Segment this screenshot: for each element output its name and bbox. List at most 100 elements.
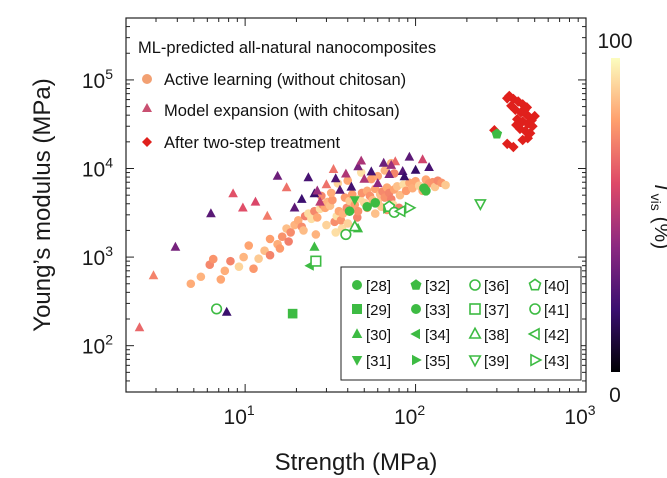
reference-legend-marker [410,328,420,340]
model-expansion-point [312,185,323,195]
model-expansion-point [328,164,339,173]
x-tick-base: 10 [224,406,247,429]
active-learning-point [216,275,226,284]
reference-legend-label: [36] [484,278,509,295]
reference-legend-marker [527,327,540,341]
model-expansion-point [228,188,238,198]
active-learning-point [328,195,337,205]
x-tick-exp: 2 [417,402,425,418]
two-step-treatment-point [506,100,517,112]
reference-legend-marker [528,278,542,291]
reference-point [491,128,503,139]
reference-legend-label: [28] [366,278,391,295]
reference-legend-marker [351,328,363,338]
active-learning-point [352,213,362,222]
model-expansion-point [366,166,377,176]
x-tick-exp: 1 [247,402,255,418]
plot-frame [125,17,587,393]
reference-point [344,206,355,216]
reference-legend-label: [37] [484,302,509,319]
series-two-step-treatment [489,90,540,153]
active-learning-point [343,219,353,228]
active-learning-point [353,206,363,216]
active-learning-point [336,216,346,225]
y-tick-label: 103 [82,243,113,270]
reference-legend-marker [530,353,543,367]
reference-legend-label: [39] [484,353,509,370]
two-step-treatment-point [519,105,530,116]
model-expansion-point [315,196,325,206]
active-learning-point [395,190,405,200]
y-tick-exp: 5 [105,66,113,82]
two-step-treatment-point [529,110,540,122]
active-learning-point [408,183,417,193]
active-learning-point [265,250,275,260]
y-tick-base: 10 [82,159,105,182]
active-learning-point [331,228,341,237]
x-tick-base: 10 [564,406,587,429]
active-learning-point [299,226,308,235]
x-tick-exp: 3 [588,402,596,418]
active-learning-point [312,213,322,222]
model-expansion-point [321,179,332,189]
model-expansion-point [397,166,408,175]
model-expansion-point [404,151,415,161]
model-expansion-point [330,173,341,183]
model-expansion-point [399,171,410,181]
active-learning-point [208,254,218,264]
y-tick-base: 10 [82,247,105,270]
model-expansion-point [281,182,292,192]
active-learning-point [275,244,285,253]
model-expansion-point [341,168,351,178]
active-learning-point [196,272,206,282]
active-learning-point [286,228,295,237]
two-step-treatment-point [526,115,537,126]
active-learning-point [277,232,287,241]
colorbar-title-var: T [650,181,667,196]
reference-point [362,201,372,212]
reference-point [473,199,487,211]
active-learning-point [326,188,336,198]
reference-legend-marker [411,304,421,314]
colorbar-min-label: 0 [609,384,621,407]
reference-legend-marker [412,354,422,366]
two-step-treatment-point [502,138,513,150]
reference-point [370,198,381,208]
legend-label-active-learning: Active learning (without chitosan) [164,71,406,89]
model-expansion-point [359,173,370,183]
model-expansion-point [417,154,428,164]
y-tick-label: 104 [82,155,113,182]
reference-point [421,186,431,196]
active-learning-point [401,186,411,196]
model-expansion-point [335,184,345,194]
y-tick-label: 102 [82,332,113,359]
active-learning-point [226,256,235,266]
reference-legend-marker [352,280,362,290]
reference-legend-marker [468,355,482,368]
reference-legend-label: [38] [484,327,509,344]
reference-point [310,255,322,267]
reference-legend-marker [529,303,541,315]
active-learning-point [293,216,303,225]
reference-legend-marker [352,304,362,314]
two-step-treatment-point [508,141,519,153]
colorbar [611,58,620,372]
model-expansion-point [297,193,307,203]
active-learning-point [356,168,366,177]
reference-legend-label: [33] [425,302,450,319]
active-learning-point [343,176,353,185]
reference-point [340,228,352,241]
active-learning-point [265,234,275,244]
model-expansion-point [353,161,363,171]
y-tick-label: 105 [82,66,113,93]
y-tick-base: 10 [82,70,105,93]
series-model-expansion [134,151,434,332]
reference-legend-marker [469,303,481,315]
reference-legend-label: [42] [544,327,569,344]
legend-label-two-step: After two-step treatment [164,134,340,152]
two-step-treatment-point [517,134,528,146]
model-expansion-point [424,162,434,171]
colorbar-title: Tvis (%) [648,181,667,249]
